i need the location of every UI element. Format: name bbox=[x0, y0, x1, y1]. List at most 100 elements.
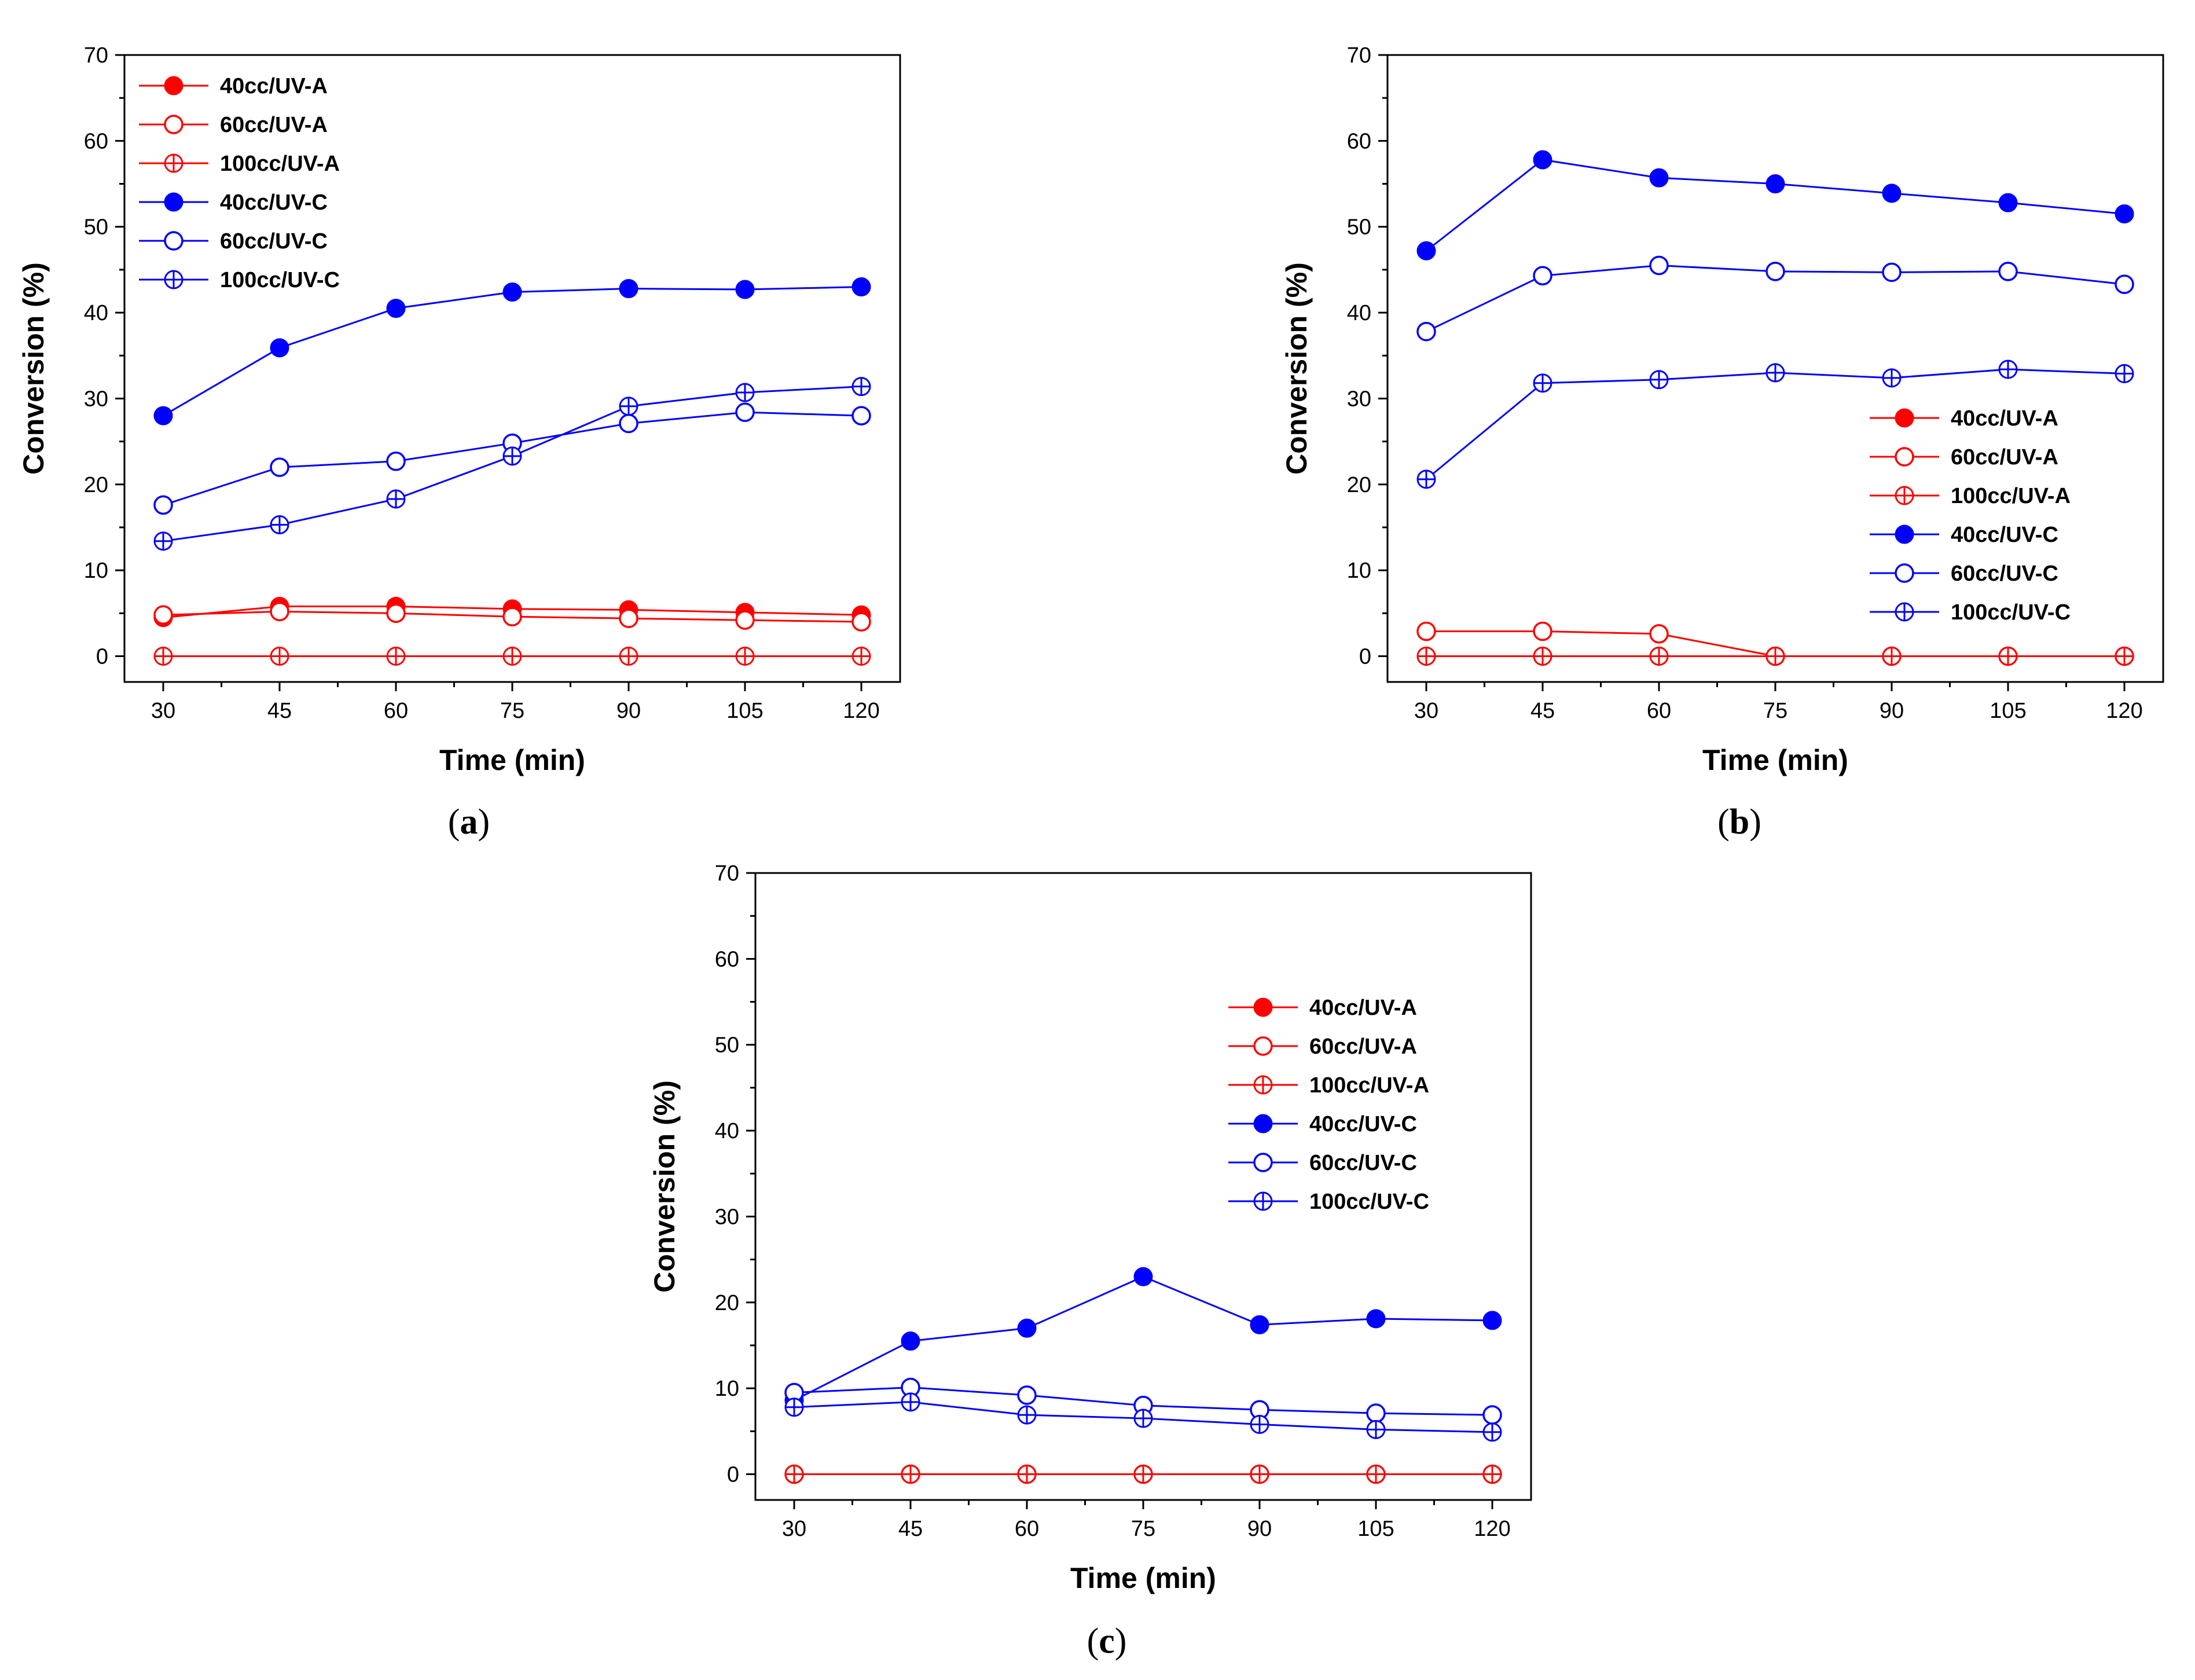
data-point bbox=[1998, 360, 2018, 379]
legend-marker bbox=[1895, 524, 1914, 544]
y-tick-label: 10 bbox=[1347, 559, 1371, 583]
data-point bbox=[270, 457, 289, 477]
data-point bbox=[851, 612, 871, 632]
x-tick-label: 75 bbox=[1763, 699, 1787, 723]
data-point bbox=[2115, 646, 2134, 666]
data-point bbox=[619, 413, 638, 434]
data-point bbox=[619, 397, 638, 416]
legend-label: 100cc/UV-A bbox=[220, 152, 340, 176]
legend-label: 60cc/UV-C bbox=[1951, 562, 2058, 586]
data-point bbox=[1765, 174, 1785, 194]
legend-marker bbox=[1253, 1153, 1273, 1172]
legend-marker bbox=[1895, 486, 1914, 505]
x-axis-title: Time (min) bbox=[1702, 744, 1848, 776]
data-point bbox=[1533, 266, 1552, 286]
data-point bbox=[735, 280, 755, 299]
data-point bbox=[502, 607, 522, 626]
y-tick-label: 70 bbox=[715, 861, 739, 886]
data-point bbox=[1649, 370, 1669, 390]
legend-label: 40cc/UV-C bbox=[220, 190, 328, 215]
y-tick-label: 30 bbox=[1347, 387, 1371, 411]
data-point bbox=[1017, 1385, 1037, 1405]
x-tick-label: 30 bbox=[151, 699, 175, 723]
x-tick-label: 90 bbox=[1247, 1517, 1272, 1541]
y-tick-label: 60 bbox=[1347, 129, 1371, 153]
y-tick-label: 40 bbox=[84, 301, 108, 325]
x-axis-title: Time (min) bbox=[439, 744, 585, 776]
data-point bbox=[784, 1397, 804, 1417]
data-point bbox=[784, 1464, 804, 1484]
legend-label: 40cc/UV-A bbox=[1951, 406, 2058, 431]
data-point bbox=[1765, 363, 1785, 383]
data-point bbox=[2115, 274, 2134, 294]
x-tick-label: 120 bbox=[843, 699, 879, 723]
legend-marker bbox=[1895, 602, 1914, 622]
legend-marker bbox=[1253, 1114, 1273, 1134]
data-point bbox=[1882, 646, 1902, 666]
legend-marker bbox=[164, 76, 183, 96]
data-point bbox=[386, 603, 406, 623]
data-point bbox=[1366, 1309, 1386, 1329]
data-point bbox=[1133, 1267, 1153, 1286]
panel-c: 30 45 60 75 90 105 120 0 10 20 30 40 50 60 70 Time (min… bbox=[648, 861, 1532, 1661]
x-tick-label: 45 bbox=[1530, 699, 1555, 723]
x-axis-title: Time (min) bbox=[1070, 1562, 1216, 1594]
data-point bbox=[901, 1331, 920, 1351]
panel-caption: (a) bbox=[448, 802, 490, 842]
data-point bbox=[1416, 621, 1436, 641]
data-point bbox=[1765, 646, 1785, 666]
y-tick-label: 30 bbox=[715, 1205, 739, 1229]
legend-marker bbox=[1253, 1191, 1273, 1211]
panel-a: 30 45 60 75 90 105 120 0 10 20 30 40 50 60 70 Time (min… bbox=[17, 43, 901, 842]
data-point bbox=[1017, 1405, 1037, 1425]
data-point bbox=[153, 605, 173, 625]
x-tick-label: 30 bbox=[782, 1517, 806, 1541]
y-tick-label: 30 bbox=[84, 387, 108, 411]
legend-label: 40cc/UV-C bbox=[1309, 1112, 1417, 1136]
data-point bbox=[1649, 168, 1669, 188]
legend-label: 100cc/UV-C bbox=[220, 268, 340, 292]
y-tick-label: 60 bbox=[715, 947, 739, 971]
y-tick-label: 0 bbox=[1359, 644, 1371, 669]
y-tick-label: 10 bbox=[84, 559, 108, 583]
data-point bbox=[851, 406, 871, 425]
data-point bbox=[1017, 1318, 1037, 1338]
data-point bbox=[1250, 1414, 1269, 1434]
data-point bbox=[901, 1464, 920, 1484]
data-point bbox=[735, 610, 755, 630]
data-point bbox=[1998, 646, 2018, 666]
data-point bbox=[1649, 255, 1669, 276]
data-point bbox=[735, 383, 755, 402]
y-axis-title: Conversion (%) bbox=[648, 1080, 681, 1293]
data-point bbox=[1250, 1315, 1269, 1334]
data-point bbox=[1533, 646, 1552, 666]
y-tick-label: 0 bbox=[727, 1462, 739, 1487]
panel-caption: (b) bbox=[1717, 802, 1761, 842]
y-tick-label: 20 bbox=[715, 1291, 739, 1315]
panel-b: 30 45 60 75 90 105 120 0 10 20 30 40 50 60 70 Time (min… bbox=[1280, 43, 2164, 842]
data-point bbox=[1533, 373, 1552, 393]
data-point bbox=[1416, 241, 1436, 261]
x-tick-label: 60 bbox=[1015, 1517, 1039, 1541]
legend-marker bbox=[1895, 408, 1914, 428]
data-point bbox=[1482, 1422, 1502, 1442]
data-point bbox=[1482, 1311, 1502, 1330]
legend-marker bbox=[1253, 997, 1273, 1017]
data-point bbox=[153, 406, 173, 425]
data-point bbox=[619, 608, 638, 628]
legend-marker bbox=[164, 231, 183, 251]
legend-label: 100cc/UV-C bbox=[1951, 600, 2071, 625]
legend-marker bbox=[1253, 1036, 1273, 1056]
y-axis-title: Conversion (%) bbox=[17, 262, 50, 475]
data-point bbox=[619, 646, 638, 666]
y-tick-label: 70 bbox=[1347, 43, 1371, 68]
data-point bbox=[851, 277, 871, 297]
data-point bbox=[901, 1392, 920, 1412]
legend-marker bbox=[1253, 1075, 1273, 1095]
data-point bbox=[1017, 1464, 1037, 1484]
y-tick-label: 40 bbox=[1347, 301, 1371, 325]
data-point bbox=[1133, 1408, 1153, 1428]
series-line bbox=[794, 1275, 1493, 1402]
legend-marker bbox=[164, 115, 183, 134]
data-point bbox=[619, 279, 638, 299]
